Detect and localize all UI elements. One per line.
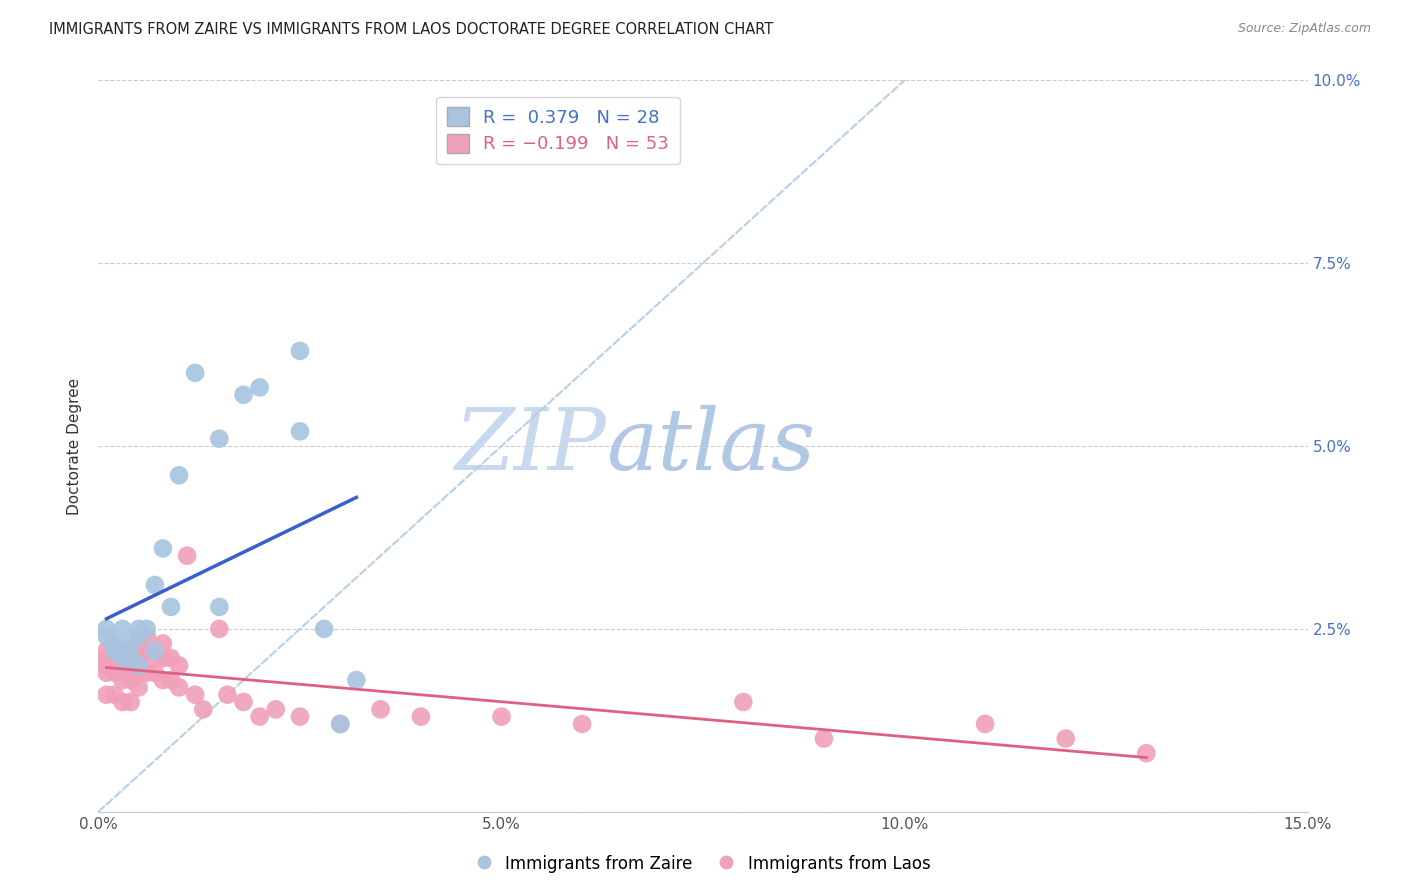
Point [264, 702, 287, 716]
Point [103, 636, 125, 650]
Point [329, 717, 352, 731]
Point [96, 665, 118, 680]
Point [143, 644, 166, 658]
Point [491, 709, 513, 723]
Point [128, 658, 150, 673]
Point [167, 468, 190, 483]
Point [103, 651, 125, 665]
Point [370, 702, 392, 716]
Point [314, 622, 336, 636]
Point [208, 622, 231, 636]
Point [152, 541, 174, 556]
Point [111, 644, 134, 658]
Text: ZIP: ZIP [454, 405, 606, 487]
Point [249, 709, 271, 723]
Point [344, 673, 367, 687]
Point [143, 651, 166, 665]
Point [120, 636, 142, 650]
Point [128, 681, 150, 695]
Point [111, 695, 134, 709]
Text: IMMIGRANTS FROM ZAIRE VS IMMIGRANTS FROM LAOS DOCTORATE DEGREE CORRELATION CHART: IMMIGRANTS FROM ZAIRE VS IMMIGRANTS FROM… [49, 22, 773, 37]
Point [160, 599, 183, 614]
Point [135, 665, 157, 680]
Point [143, 665, 166, 680]
Point [152, 651, 174, 665]
Point [152, 673, 174, 687]
Point [128, 622, 150, 636]
Point [184, 688, 207, 702]
Point [103, 665, 125, 680]
Point [152, 636, 174, 650]
Point [111, 622, 134, 636]
Point [120, 695, 142, 709]
Legend: Immigrants from Zaire, Immigrants from Laos: Immigrants from Zaire, Immigrants from L… [468, 848, 938, 880]
Point [217, 688, 239, 702]
Point [176, 549, 198, 563]
Point [103, 644, 125, 658]
Point [96, 688, 118, 702]
Point [184, 366, 207, 380]
Text: Source: ZipAtlas.com: Source: ZipAtlas.com [1237, 22, 1371, 36]
Point [160, 651, 183, 665]
Point [232, 388, 254, 402]
Text: atlas: atlas [606, 405, 815, 487]
Point [571, 717, 593, 731]
Point [120, 651, 142, 665]
Point [167, 658, 190, 673]
Point [111, 651, 134, 665]
Point [128, 651, 150, 665]
Point [160, 673, 183, 687]
Point [128, 629, 150, 643]
Point [111, 644, 134, 658]
Point [1054, 731, 1077, 746]
Point [1135, 746, 1157, 760]
Point [249, 380, 271, 394]
Point [128, 636, 150, 650]
Point [111, 673, 134, 687]
Point [135, 644, 157, 658]
Point [120, 673, 142, 687]
Point [96, 622, 118, 636]
Point [120, 658, 142, 673]
Point [103, 636, 125, 650]
Point [135, 629, 157, 643]
Point [96, 644, 118, 658]
Point [120, 644, 142, 658]
Point [974, 717, 997, 731]
Point [167, 681, 190, 695]
Point [288, 709, 311, 723]
Point [208, 432, 231, 446]
Point [813, 731, 835, 746]
Point [96, 629, 118, 643]
Point [128, 665, 150, 680]
Legend: R =  0.379   N = 28, R = −0.199   N = 53: R = 0.379 N = 28, R = −0.199 N = 53 [436, 96, 679, 164]
Point [329, 717, 352, 731]
Point [111, 665, 134, 680]
Point [96, 658, 118, 673]
Point [96, 651, 118, 665]
Point [135, 622, 157, 636]
Y-axis label: Doctorate Degree: Doctorate Degree [67, 377, 83, 515]
Point [232, 695, 254, 709]
Point [288, 425, 311, 439]
Point [409, 709, 432, 723]
Point [193, 702, 215, 716]
Point [288, 343, 311, 358]
Point [103, 688, 125, 702]
Point [143, 578, 166, 592]
Point [733, 695, 755, 709]
Point [208, 599, 231, 614]
Point [111, 658, 134, 673]
